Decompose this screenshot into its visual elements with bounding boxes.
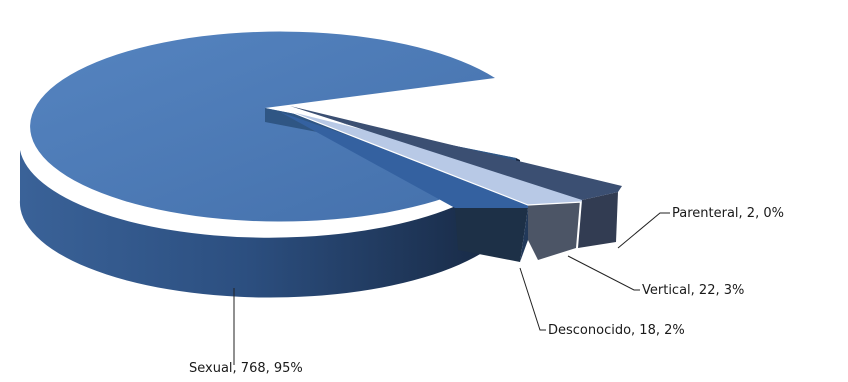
slice-desconocido-top (280, 112, 530, 208)
leader-line-parenteral (617, 212, 670, 249)
label-sexual: Sexual, 768, 95% (189, 361, 303, 376)
leader-line-vertical (567, 255, 640, 291)
slice-vertical-front (528, 200, 580, 260)
label-vertical: Vertical, 22, 3% (642, 283, 744, 298)
slice-sexual-side (19, 150, 520, 298)
slice-parenteral-front (578, 192, 618, 248)
leader-line-desconocido (519, 267, 546, 331)
slice-parenteral (290, 106, 622, 248)
slice-desconocido-side (520, 198, 530, 262)
slice-desconocido (280, 112, 530, 262)
slice-desconocido-front (455, 208, 528, 262)
label-desconocido: Desconocido, 18, 2% (548, 323, 685, 338)
slice-parenteral-top (290, 106, 622, 200)
label-parenteral: Parenteral, 2, 0% (672, 206, 784, 221)
